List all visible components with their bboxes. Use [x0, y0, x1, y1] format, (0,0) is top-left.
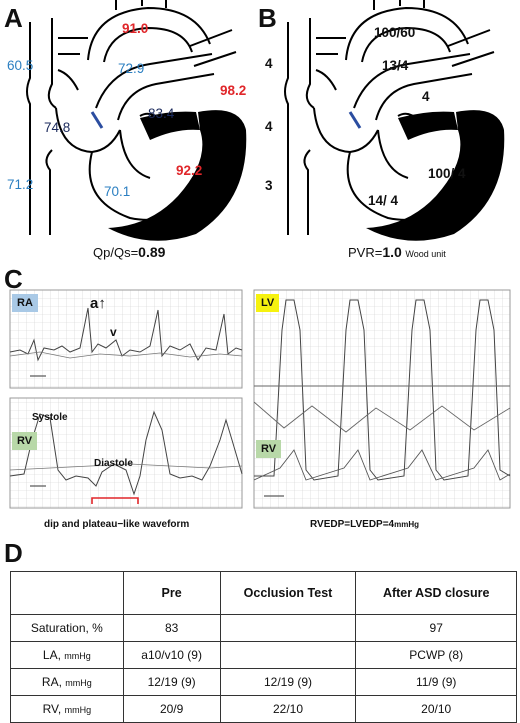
rv-tag-right-text: RV — [261, 443, 277, 455]
pres-aorta: 100/60 — [374, 25, 415, 40]
lv-tag-text: LV — [261, 297, 275, 309]
pres-la: 4 — [422, 89, 430, 104]
cell-occlusion: 22/10 — [219, 695, 357, 723]
row-label: RA, mmHg — [10, 668, 124, 696]
diastole-label: Diastole — [94, 458, 133, 469]
sat-pa: 72.9 — [118, 61, 144, 76]
panel-label-a: A — [4, 3, 23, 33]
lv-tag: LV — [256, 294, 280, 312]
sat-ivc: 71.2 — [7, 177, 33, 192]
cell-after: PCWP (8) — [355, 641, 517, 669]
pvr-caption: PVR=1.0 Wood unit — [348, 244, 446, 260]
cell-occlusion — [219, 641, 357, 669]
ra-rv-tracing: a↑ v Systole Diastole — [9, 289, 243, 509]
cell-occlusion — [219, 614, 357, 642]
pvr-unit: Wood unit — [405, 249, 446, 259]
table-header-cell: Pre — [122, 571, 221, 615]
pres-rv: 14/ 4 — [368, 193, 399, 208]
table-header-cell: Occlusion Test — [219, 571, 357, 615]
rvedp-text: RVEDP=LVEDP=4 — [310, 519, 395, 530]
heart-diagram-b: 100/60 13/4 4 4 4 100/ 4 3 14/ 4 — [265, 0, 505, 241]
rv-tag-text: RV — [17, 435, 33, 447]
pvr-label: PVR= — [348, 245, 383, 260]
saturation-values-a: 91.0 60.5 72.9 98.2 83.4 74.8 92.2 71.2 … — [7, 21, 246, 199]
row-label: RV, mmHg — [10, 695, 124, 723]
cell-pre: a10/v10 (9) — [122, 641, 221, 669]
cell-pre: 20/9 — [122, 695, 221, 723]
pvr-value: 1.0 — [382, 244, 402, 260]
v-wave-label: v — [110, 325, 117, 339]
pres-ra: 4 — [265, 119, 273, 134]
qpqs-caption: Qp/Qs=0.89 — [93, 244, 165, 260]
table-row: LA, mmHg a10/v10 (9) PCWP (8) — [10, 641, 517, 669]
qpqs-label: Qp/Qs= — [93, 245, 139, 260]
panel-label-c: C — [4, 264, 23, 294]
pres-lv: 100/ 4 — [428, 166, 466, 181]
sat-svc: 60.5 — [7, 58, 33, 73]
table-row: RV, mmHg 20/9 22/10 20/10 — [10, 695, 517, 723]
panel-label-d: D — [4, 538, 23, 568]
table-header-cell — [10, 571, 124, 615]
rv-tag-right: RV — [256, 440, 282, 458]
table-row: RA, mmHg 12/19 (9) 12/19 (9) 11/9 (9) — [10, 668, 517, 696]
rvedp-unit: mmHg — [394, 520, 420, 529]
cell-after: 97 — [355, 614, 517, 642]
cell-after: 20/10 — [355, 695, 517, 723]
systole-label: Systole — [32, 412, 68, 423]
ra-tag-text: RA — [17, 297, 33, 309]
cell-after: 11/9 (9) — [355, 668, 517, 696]
row-label: Saturation, % — [10, 614, 124, 642]
qpqs-value: 0.89 — [138, 244, 166, 260]
sat-lv: 92.2 — [176, 163, 202, 178]
cell-occlusion: 12/19 (9) — [219, 668, 357, 696]
pres-svc: 4 — [265, 56, 273, 71]
table-header-row: Pre Occlusion Test After ASD closure — [10, 571, 517, 615]
row-label: LA, mmHg — [10, 641, 124, 669]
sat-rv: 70.1 — [104, 184, 130, 199]
cell-pre: 83 — [122, 614, 221, 642]
table-row: Saturation, % 83 97 — [10, 614, 517, 642]
hemodynamics-table: Pre Occlusion Test After ASD closure Sat… — [10, 571, 517, 723]
table-header-cell: After ASD closure — [355, 571, 517, 615]
sat-ra: 74.8 — [44, 120, 70, 135]
pressure-values-b: 100/60 13/4 4 4 4 100/ 4 3 14/ 4 — [265, 25, 466, 208]
sat-pv: 98.2 — [220, 83, 246, 98]
panel-label-b: B — [258, 3, 277, 33]
sat-aorta: 91.0 — [122, 21, 148, 36]
heart-diagram-a: 91.0 60.5 72.9 98.2 83.4 74.8 92.2 71.2 … — [7, 0, 246, 241]
lv-rv-tracing — [253, 289, 511, 509]
rv-tag: RV — [12, 432, 38, 450]
right-tracing-caption: RVEDP=LVEDP=4mmHg — [310, 519, 419, 530]
left-tracing-caption: dip and plateau−like waveform — [44, 519, 190, 530]
a-wave-label: a↑ — [90, 295, 106, 312]
cell-pre: 12/19 (9) — [122, 668, 221, 696]
ra-tag: RA — [12, 294, 38, 312]
pres-ivc: 3 — [265, 178, 273, 193]
sat-rv-outflow: 83.4 — [148, 106, 175, 121]
pres-pa: 13/4 — [382, 58, 409, 73]
